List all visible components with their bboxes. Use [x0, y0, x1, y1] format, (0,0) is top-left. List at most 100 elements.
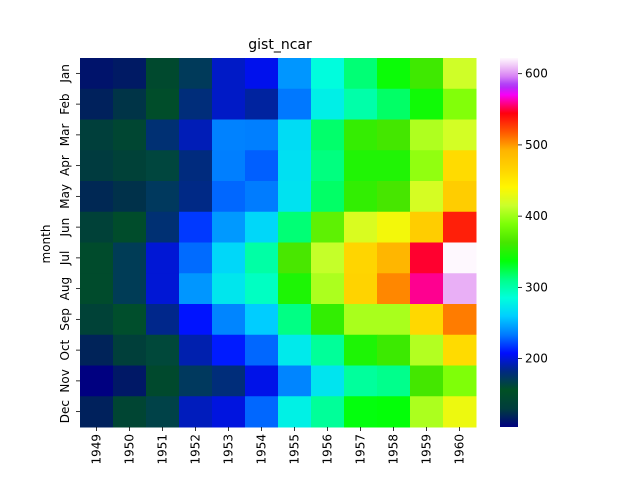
heatmap-cell: [278, 58, 312, 90]
heatmap-cell: [179, 119, 213, 151]
heatmap-cell: [113, 304, 147, 336]
heatmap-cell: [410, 119, 444, 151]
heatmap-cell: [179, 88, 213, 120]
heatmap-cell: [377, 58, 411, 90]
y-axis-label: month: [39, 225, 53, 264]
heatmap-cell: [146, 334, 180, 366]
heatmap-cell: [212, 273, 246, 305]
heatmap-cell: [245, 88, 279, 120]
heatmap-cell: [212, 365, 246, 397]
x-axis: 1949 1950 1951 1952 1953 1954 1955 1956 1957 1958…: [90, 427, 467, 465]
heatmap-cell: [179, 334, 213, 366]
heatmap-cell: [410, 58, 444, 90]
heatmap-cell: [179, 181, 213, 213]
heatmap-cell: [245, 150, 279, 182]
heatmap-cell: [245, 119, 279, 151]
heatmap-cell: [212, 150, 246, 182]
heatmap-cell: [212, 119, 246, 151]
y-tick-label: Dec: [58, 400, 72, 423]
heatmap-cell: [377, 119, 411, 151]
heatmap-cell: [443, 58, 477, 90]
heatmap-cell: [113, 58, 147, 90]
heatmap-cell: [443, 334, 477, 366]
heatmap-cell: [245, 273, 279, 305]
heatmap-cell: [344, 58, 378, 90]
heatmap-cell: [146, 396, 180, 428]
heatmap-cell: [443, 242, 477, 274]
heatmap-cell: [344, 211, 378, 243]
heatmap-cell: [80, 150, 114, 182]
heatmap-cell: [212, 211, 246, 243]
heatmap-cell: [377, 365, 411, 397]
heatmap-cell: [377, 242, 411, 274]
heatmap-cell: [146, 365, 180, 397]
heatmap-cell: [443, 119, 477, 151]
heatmap-cell: [410, 304, 444, 336]
heatmap-cell: [278, 150, 312, 182]
heatmap-cell: [80, 334, 114, 366]
heatmap-cell: [311, 273, 345, 305]
heatmap-cell: [278, 365, 312, 397]
heatmap-cell: [377, 334, 411, 366]
heatmap-cell: [410, 273, 444, 305]
heatmap-cell: [410, 334, 444, 366]
y-axis: Jan Feb Mar Apr May Jun Jul Aug Sep Oct Nov Dec: [58, 64, 80, 423]
heatmap-cell: [278, 181, 312, 213]
x-tick-label: 1953: [222, 434, 236, 465]
heatmap-cell: [311, 365, 345, 397]
heatmap-cell: [245, 334, 279, 366]
heatmap-cell: [311, 181, 345, 213]
x-tick-label: 1960: [453, 434, 467, 465]
heatmap-cell: [80, 211, 114, 243]
heatmap-cell: [179, 58, 213, 90]
heatmap-cell: [443, 150, 477, 182]
heatmap-cell: [212, 304, 246, 336]
x-tick-label: 1951: [156, 434, 170, 465]
x-tick-label: 1957: [354, 434, 368, 465]
heatmap-cell: [113, 211, 147, 243]
heatmap-cell: [80, 58, 114, 90]
heatmap-cell: [278, 304, 312, 336]
heatmap-cell: [146, 304, 180, 336]
heatmap-cell: [311, 88, 345, 120]
colorbar-tick-label: 400: [525, 209, 548, 223]
heatmap-cell: [443, 273, 477, 305]
heatmap-cell: [443, 88, 477, 120]
heatmap-cell: [146, 181, 180, 213]
y-tick-label: Mar: [58, 123, 72, 146]
heatmap-cell: [278, 242, 312, 274]
x-tick-label: 1956: [321, 434, 335, 465]
heatmap-cell: [311, 211, 345, 243]
heatmap-cell: [113, 396, 147, 428]
heatmap-cells: [80, 58, 477, 428]
y-tick-label: Jun: [58, 218, 72, 238]
y-tick-label: May: [58, 184, 72, 209]
heatmap-cell: [344, 242, 378, 274]
heatmap-cell: [311, 334, 345, 366]
heatmap-cell: [245, 211, 279, 243]
heatmap-cell: [410, 242, 444, 274]
heatmap-cell: [344, 88, 378, 120]
colorbar-tick-label: 500: [525, 138, 548, 152]
y-tick-label: Jan: [58, 64, 72, 84]
y-tick-label: Oct: [58, 339, 72, 360]
heatmap-cell: [278, 119, 312, 151]
heatmap-cell: [179, 304, 213, 336]
heatmap-cell: [278, 211, 312, 243]
heatmap-cell: [344, 273, 378, 305]
heatmap-cell: [80, 242, 114, 274]
x-tick-label: 1959: [420, 434, 434, 465]
heatmap-cell: [146, 150, 180, 182]
heatmap-cell: [113, 273, 147, 305]
heatmap-cell: [311, 242, 345, 274]
heatmap-cell: [113, 181, 147, 213]
heatmap-cell: [410, 365, 444, 397]
heatmap-cell: [212, 334, 246, 366]
heatmap-cell: [80, 119, 114, 151]
heatmap-cell: [212, 58, 246, 90]
heatmap-cell: [377, 273, 411, 305]
heatmap-cell: [179, 211, 213, 243]
heatmap-cell: [443, 211, 477, 243]
heatmap-cell: [179, 150, 213, 182]
